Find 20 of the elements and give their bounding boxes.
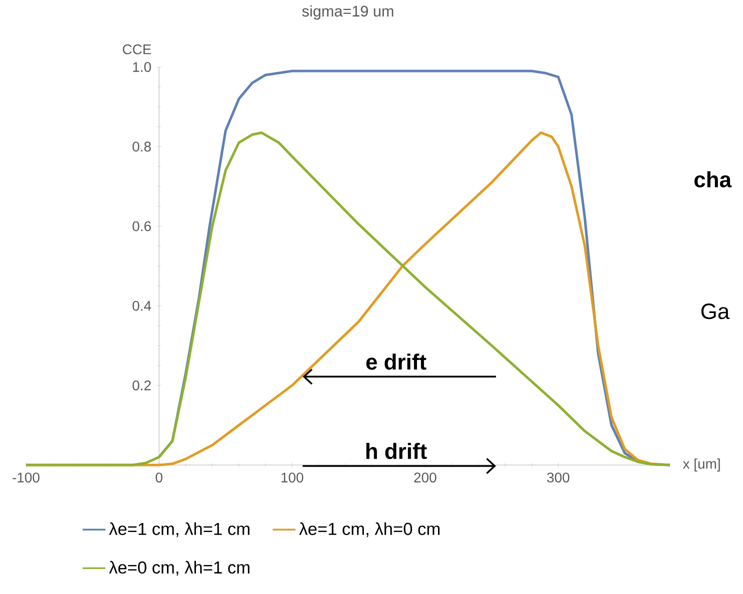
y-tick-label: 0.8 [132, 142, 151, 152]
x-tick-label: -100 [12, 472, 40, 482]
text: Ga [701, 304, 730, 320]
x-tick-label: 100 [282, 472, 304, 482]
x-tick-label: 0 [156, 472, 162, 482]
y-tick-label: 1.0 [133, 62, 151, 72]
legend-label: λe=0 cm, λh=1 cm [109, 560, 250, 576]
legend-label: λe=1 cm, λh=1 cm [109, 522, 250, 538]
chart-title: sigma=19 um [302, 5, 394, 20]
annotation: h drift [366, 442, 427, 460]
text: cha [694, 171, 732, 188]
y-tick-label: 0.2 [132, 380, 151, 390]
legend-label: λe=1 cm, λh=0 cm [299, 522, 440, 538]
annotation: e drift [366, 354, 426, 370]
y-tick-label: 0.4 [132, 300, 152, 311]
x-axis-title: x [um] [682, 458, 720, 472]
x-tick-label: 300 [547, 472, 570, 482]
x-tick-label: 200 [414, 472, 436, 482]
y-tick-label: 0.6 [132, 221, 151, 232]
y-axis-title: CCE [122, 44, 152, 54]
